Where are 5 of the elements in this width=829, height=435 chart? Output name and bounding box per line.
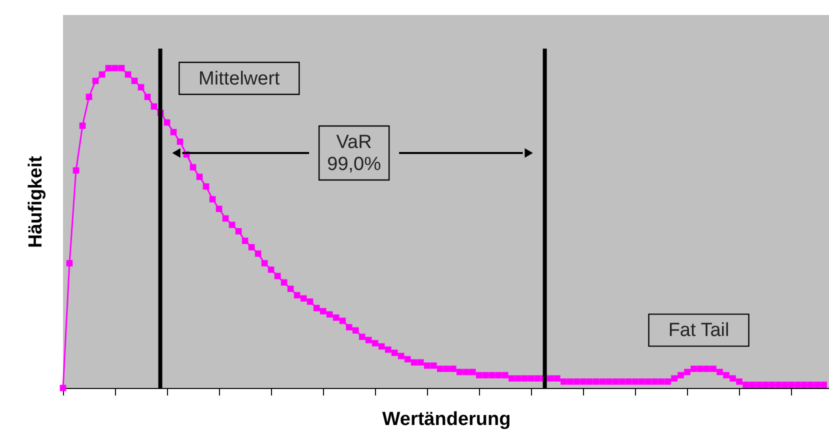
y-axis-title: Häufigkeit xyxy=(26,155,46,248)
x-axis-title: Wertänderung xyxy=(382,409,511,430)
annotation: Fat Tail xyxy=(668,320,730,342)
annotation: VaR 99,0% xyxy=(327,132,382,176)
annotation: Mittelwert xyxy=(198,68,281,90)
